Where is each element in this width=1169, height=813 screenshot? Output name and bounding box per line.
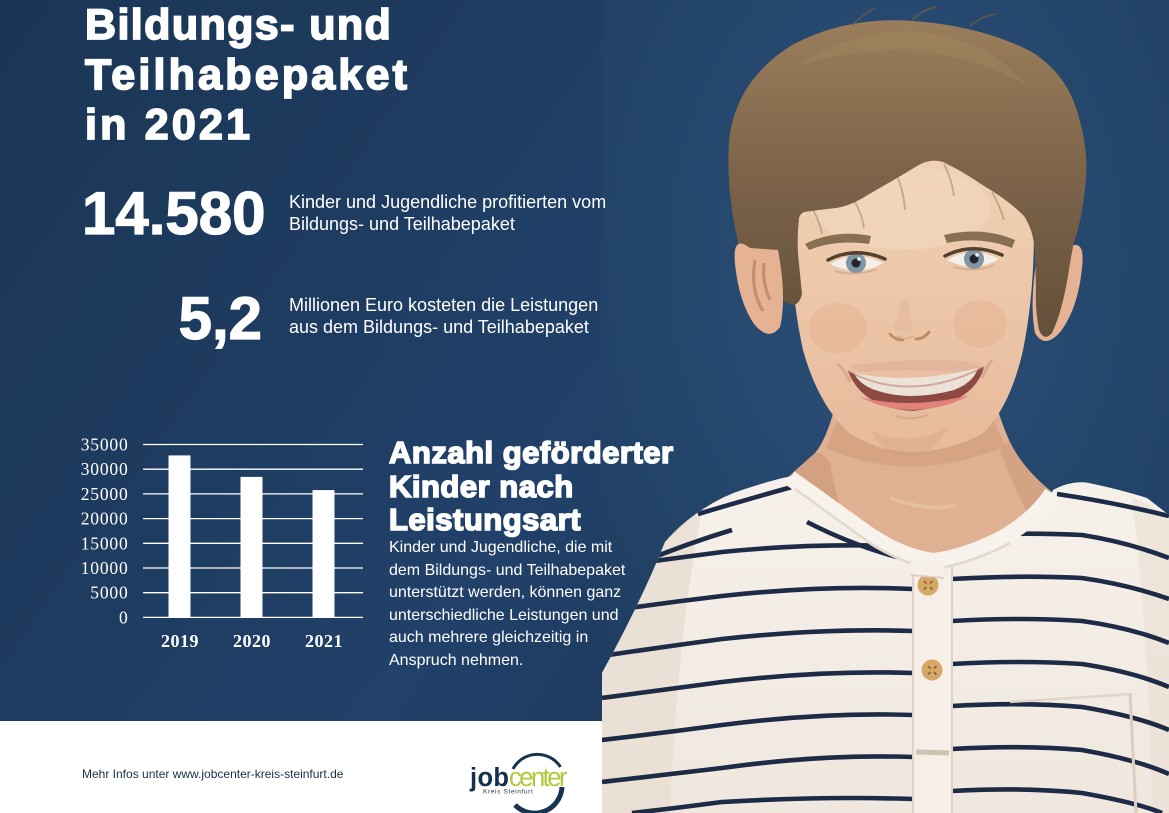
svg-text:2019: 2019: [161, 631, 199, 651]
svg-text:5000: 5000: [90, 583, 128, 603]
svg-text:30000: 30000: [81, 459, 129, 479]
svg-text:2021: 2021: [305, 631, 343, 651]
svg-text:0: 0: [119, 607, 129, 627]
svg-text:10000: 10000: [81, 558, 129, 578]
svg-text:25000: 25000: [81, 484, 129, 504]
svg-text:35000: 35000: [81, 435, 129, 455]
svg-text:15000: 15000: [81, 533, 129, 553]
svg-text:2020: 2020: [233, 631, 271, 651]
svg-text:center: center: [509, 764, 568, 792]
svg-text:Kreis Steinfurt: Kreis Steinfurt: [483, 789, 533, 796]
svg-text:20000: 20000: [81, 509, 129, 529]
svg-text:job: job: [469, 764, 509, 792]
